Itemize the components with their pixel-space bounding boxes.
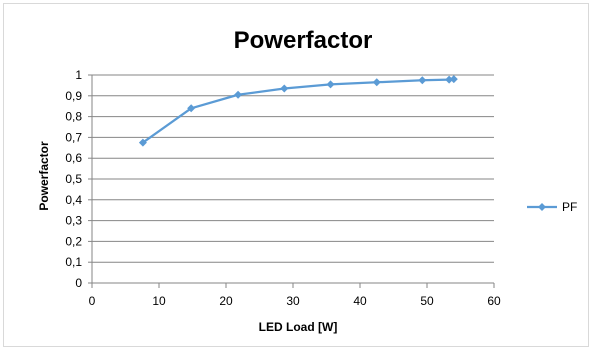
data-point [372, 78, 381, 87]
chart-title: Powerfactor [234, 27, 373, 54]
x-tick-label: 60 [487, 294, 501, 308]
data-series [138, 75, 458, 147]
data-point [187, 104, 196, 113]
y-tick-label: 1 [75, 68, 82, 82]
tick-labels: 00,10,20,30,40,50,60,70,80,910 10 20 30 40 50… [65, 68, 501, 308]
data-point [449, 75, 458, 84]
data-point [418, 76, 427, 85]
y-tick-label: 0,7 [65, 130, 82, 144]
axes [88, 74, 495, 288]
data-point [445, 75, 454, 84]
y-tick-label: 0,5 [65, 172, 82, 186]
y-tick-label: 0,9 [65, 89, 82, 103]
chart-frame [3, 3, 589, 347]
data-point [234, 90, 243, 99]
x-tick-label: 40 [353, 294, 367, 308]
y-tick-label: 0 [75, 276, 82, 290]
x-tick-label: 10 [152, 294, 166, 308]
legend: PF [527, 200, 577, 214]
y-tick-label: 0,4 [65, 193, 82, 207]
y-tick-label: 0,8 [65, 110, 82, 124]
x-tick-label: 0 [89, 294, 96, 308]
series-line-pf [142, 78, 454, 144]
y-tick-label: 0,3 [65, 214, 82, 228]
x-tick-label: 50 [420, 294, 434, 308]
data-point [280, 84, 289, 93]
y-axis-label: Powerfactor [37, 141, 51, 211]
y-tick-label: 0,6 [65, 151, 82, 165]
data-point [326, 80, 335, 89]
x-tick-label: 20 [219, 294, 233, 308]
y-tick-label: 0,1 [65, 255, 82, 269]
legend-label: PF [562, 200, 577, 214]
legend-marker [538, 203, 546, 211]
y-tick-label: 0,2 [65, 234, 82, 248]
x-tick-label: 30 [286, 294, 300, 308]
gridlines [92, 74, 494, 263]
data-point [138, 138, 147, 147]
x-axis-label: LED Load [W] [259, 320, 338, 334]
